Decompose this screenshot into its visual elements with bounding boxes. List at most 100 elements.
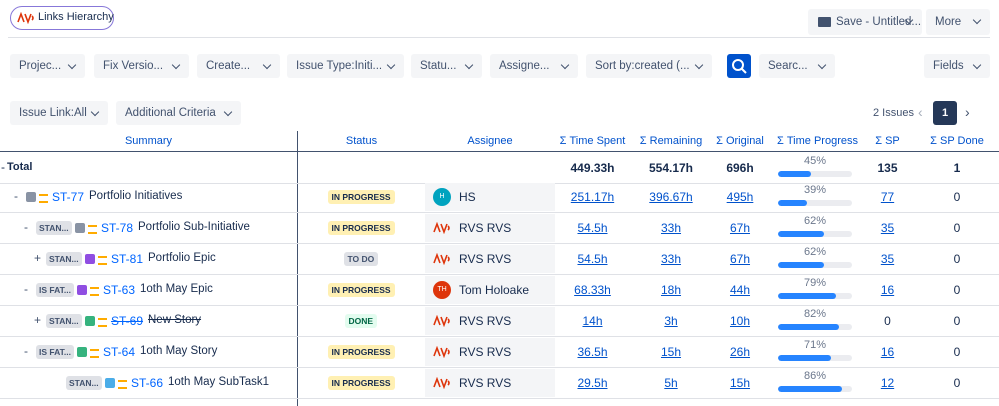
filter-button[interactable]: Searc... xyxy=(759,54,835,78)
total-sp: 135 xyxy=(877,161,898,175)
issue-key[interactable]: ST-69 xyxy=(111,314,144,328)
spent[interactable]: 251.17h xyxy=(570,190,615,204)
spent[interactable]: 54.5h xyxy=(577,252,608,266)
toggle[interactable]: + xyxy=(34,251,42,265)
sp[interactable]: 35 xyxy=(880,221,895,235)
prev-page[interactable]: ‹ xyxy=(918,104,923,120)
progress-bar xyxy=(778,262,852,268)
remaining[interactable]: 18h xyxy=(660,283,682,297)
filter-button[interactable]: Statu... xyxy=(411,54,482,78)
issue-key[interactable]: ST-81 xyxy=(111,252,144,266)
app-title: Links Hierarchy xyxy=(38,11,114,23)
status-lozenge: TO DO xyxy=(343,252,379,266)
sp[interactable]: 16 xyxy=(880,345,895,359)
toggle[interactable]: - xyxy=(24,282,28,296)
issue-count: 2 Issues xyxy=(873,107,914,119)
logo xyxy=(433,252,450,266)
original[interactable]: 67h xyxy=(729,221,751,235)
sp[interactable]: 16 xyxy=(880,283,895,297)
original[interactable]: 15h xyxy=(729,376,751,390)
total-spent: 449.33h xyxy=(570,161,615,175)
assignee-name: RVS RVS xyxy=(459,376,512,390)
remaining[interactable]: 396.67h xyxy=(649,190,693,204)
issue-icon xyxy=(85,254,95,264)
assignee-name: Tom Holoake xyxy=(459,283,530,297)
issue-summary: New Story xyxy=(148,314,202,326)
progress-bar xyxy=(778,293,852,299)
progress-fill xyxy=(778,324,839,330)
issue-icon xyxy=(75,223,85,233)
filter-button[interactable]: Issue Link:All xyxy=(10,101,108,125)
remaining[interactable]: 33h xyxy=(660,252,682,266)
fields-button[interactable]: Fields xyxy=(924,54,990,78)
column-header: Σ SP Done xyxy=(930,135,984,147)
progress-label: 79% xyxy=(803,277,827,289)
more-label: More xyxy=(935,16,962,28)
spent[interactable]: 54.5h xyxy=(577,221,608,235)
progress-fill xyxy=(778,200,807,206)
next-page[interactable]: › xyxy=(965,104,970,120)
toggle[interactable]: + xyxy=(34,313,42,327)
progress-label: 82% xyxy=(803,308,827,320)
original[interactable]: 44h xyxy=(729,283,751,297)
sp[interactable]: 77 xyxy=(880,190,895,204)
original[interactable]: 10h xyxy=(729,314,751,328)
progress-fill xyxy=(778,171,812,177)
save-button[interactable]: Save - Untitled... xyxy=(808,9,922,35)
issue-key[interactable]: ST-78 xyxy=(101,221,134,235)
avatar-logo xyxy=(433,314,451,330)
spent[interactable]: 36.5h xyxy=(577,345,608,359)
issue-icon xyxy=(77,285,87,295)
original[interactable]: 495h xyxy=(726,190,754,204)
logo xyxy=(433,376,450,390)
toggle[interactable]: - xyxy=(24,220,28,234)
priority-icon xyxy=(118,380,127,389)
filter-button[interactable]: Projec... xyxy=(10,54,85,78)
filter-button[interactable]: Issue Type:Initi... xyxy=(287,54,404,78)
issue-key[interactable]: ST-64 xyxy=(103,345,136,359)
spent[interactable]: 68.33h xyxy=(574,283,611,297)
original[interactable]: 67h xyxy=(729,252,751,266)
issue-summary: 1oth May SubTask1 xyxy=(168,376,270,388)
remaining[interactable]: 33h xyxy=(660,221,682,235)
toggle[interactable]: - xyxy=(1,160,5,174)
filter-button[interactable]: Assigne... xyxy=(490,54,578,78)
sp-done: 0 xyxy=(953,314,961,328)
issue-key[interactable]: ST-63 xyxy=(103,283,136,297)
column-header: Status xyxy=(345,135,378,147)
app-button[interactable]: Links Hierarchy xyxy=(10,6,114,30)
status-lozenge: IN PROGRESS xyxy=(327,345,395,359)
issue-key[interactable]: ST-66 xyxy=(131,376,164,390)
more-button[interactable]: More xyxy=(926,9,990,35)
assignee-name: RVS RVS xyxy=(459,314,512,328)
assignee-name: HS xyxy=(459,190,476,204)
toggle[interactable]: - xyxy=(24,344,28,358)
issue-key[interactable]: ST-77 xyxy=(52,190,85,204)
filter-button[interactable]: Create... xyxy=(197,54,280,78)
progress-bar xyxy=(778,324,852,330)
filter-button[interactable]: Sort by:created (... xyxy=(586,54,712,78)
issue-icon xyxy=(26,192,36,202)
spent[interactable]: 29.5h xyxy=(577,376,608,390)
spent[interactable]: 14h xyxy=(582,314,603,328)
original[interactable]: 26h xyxy=(729,345,751,359)
search-icon xyxy=(732,59,747,74)
remaining[interactable]: 15h xyxy=(660,345,682,359)
progress-label: 86% xyxy=(803,370,827,382)
toggle[interactable]: - xyxy=(14,189,18,203)
sp[interactable]: 35 xyxy=(880,252,895,266)
column-header: Σ SP xyxy=(875,135,900,147)
remaining[interactable]: 3h xyxy=(664,314,678,328)
logo xyxy=(433,221,450,235)
filter-button[interactable]: Additional Criteria xyxy=(116,101,241,125)
sp[interactable]: 12 xyxy=(880,376,895,390)
type-badge: STAN... xyxy=(66,376,102,390)
assignee-cell xyxy=(425,307,555,335)
remaining[interactable]: 5h xyxy=(664,376,678,390)
filter-button[interactable]: Fix Versio... xyxy=(94,54,189,78)
issue-icon xyxy=(105,378,115,388)
avatar-logo xyxy=(433,221,451,237)
search-button[interactable] xyxy=(727,54,751,78)
page-button[interactable]: 1 xyxy=(933,101,957,125)
priority-icon xyxy=(98,256,107,265)
